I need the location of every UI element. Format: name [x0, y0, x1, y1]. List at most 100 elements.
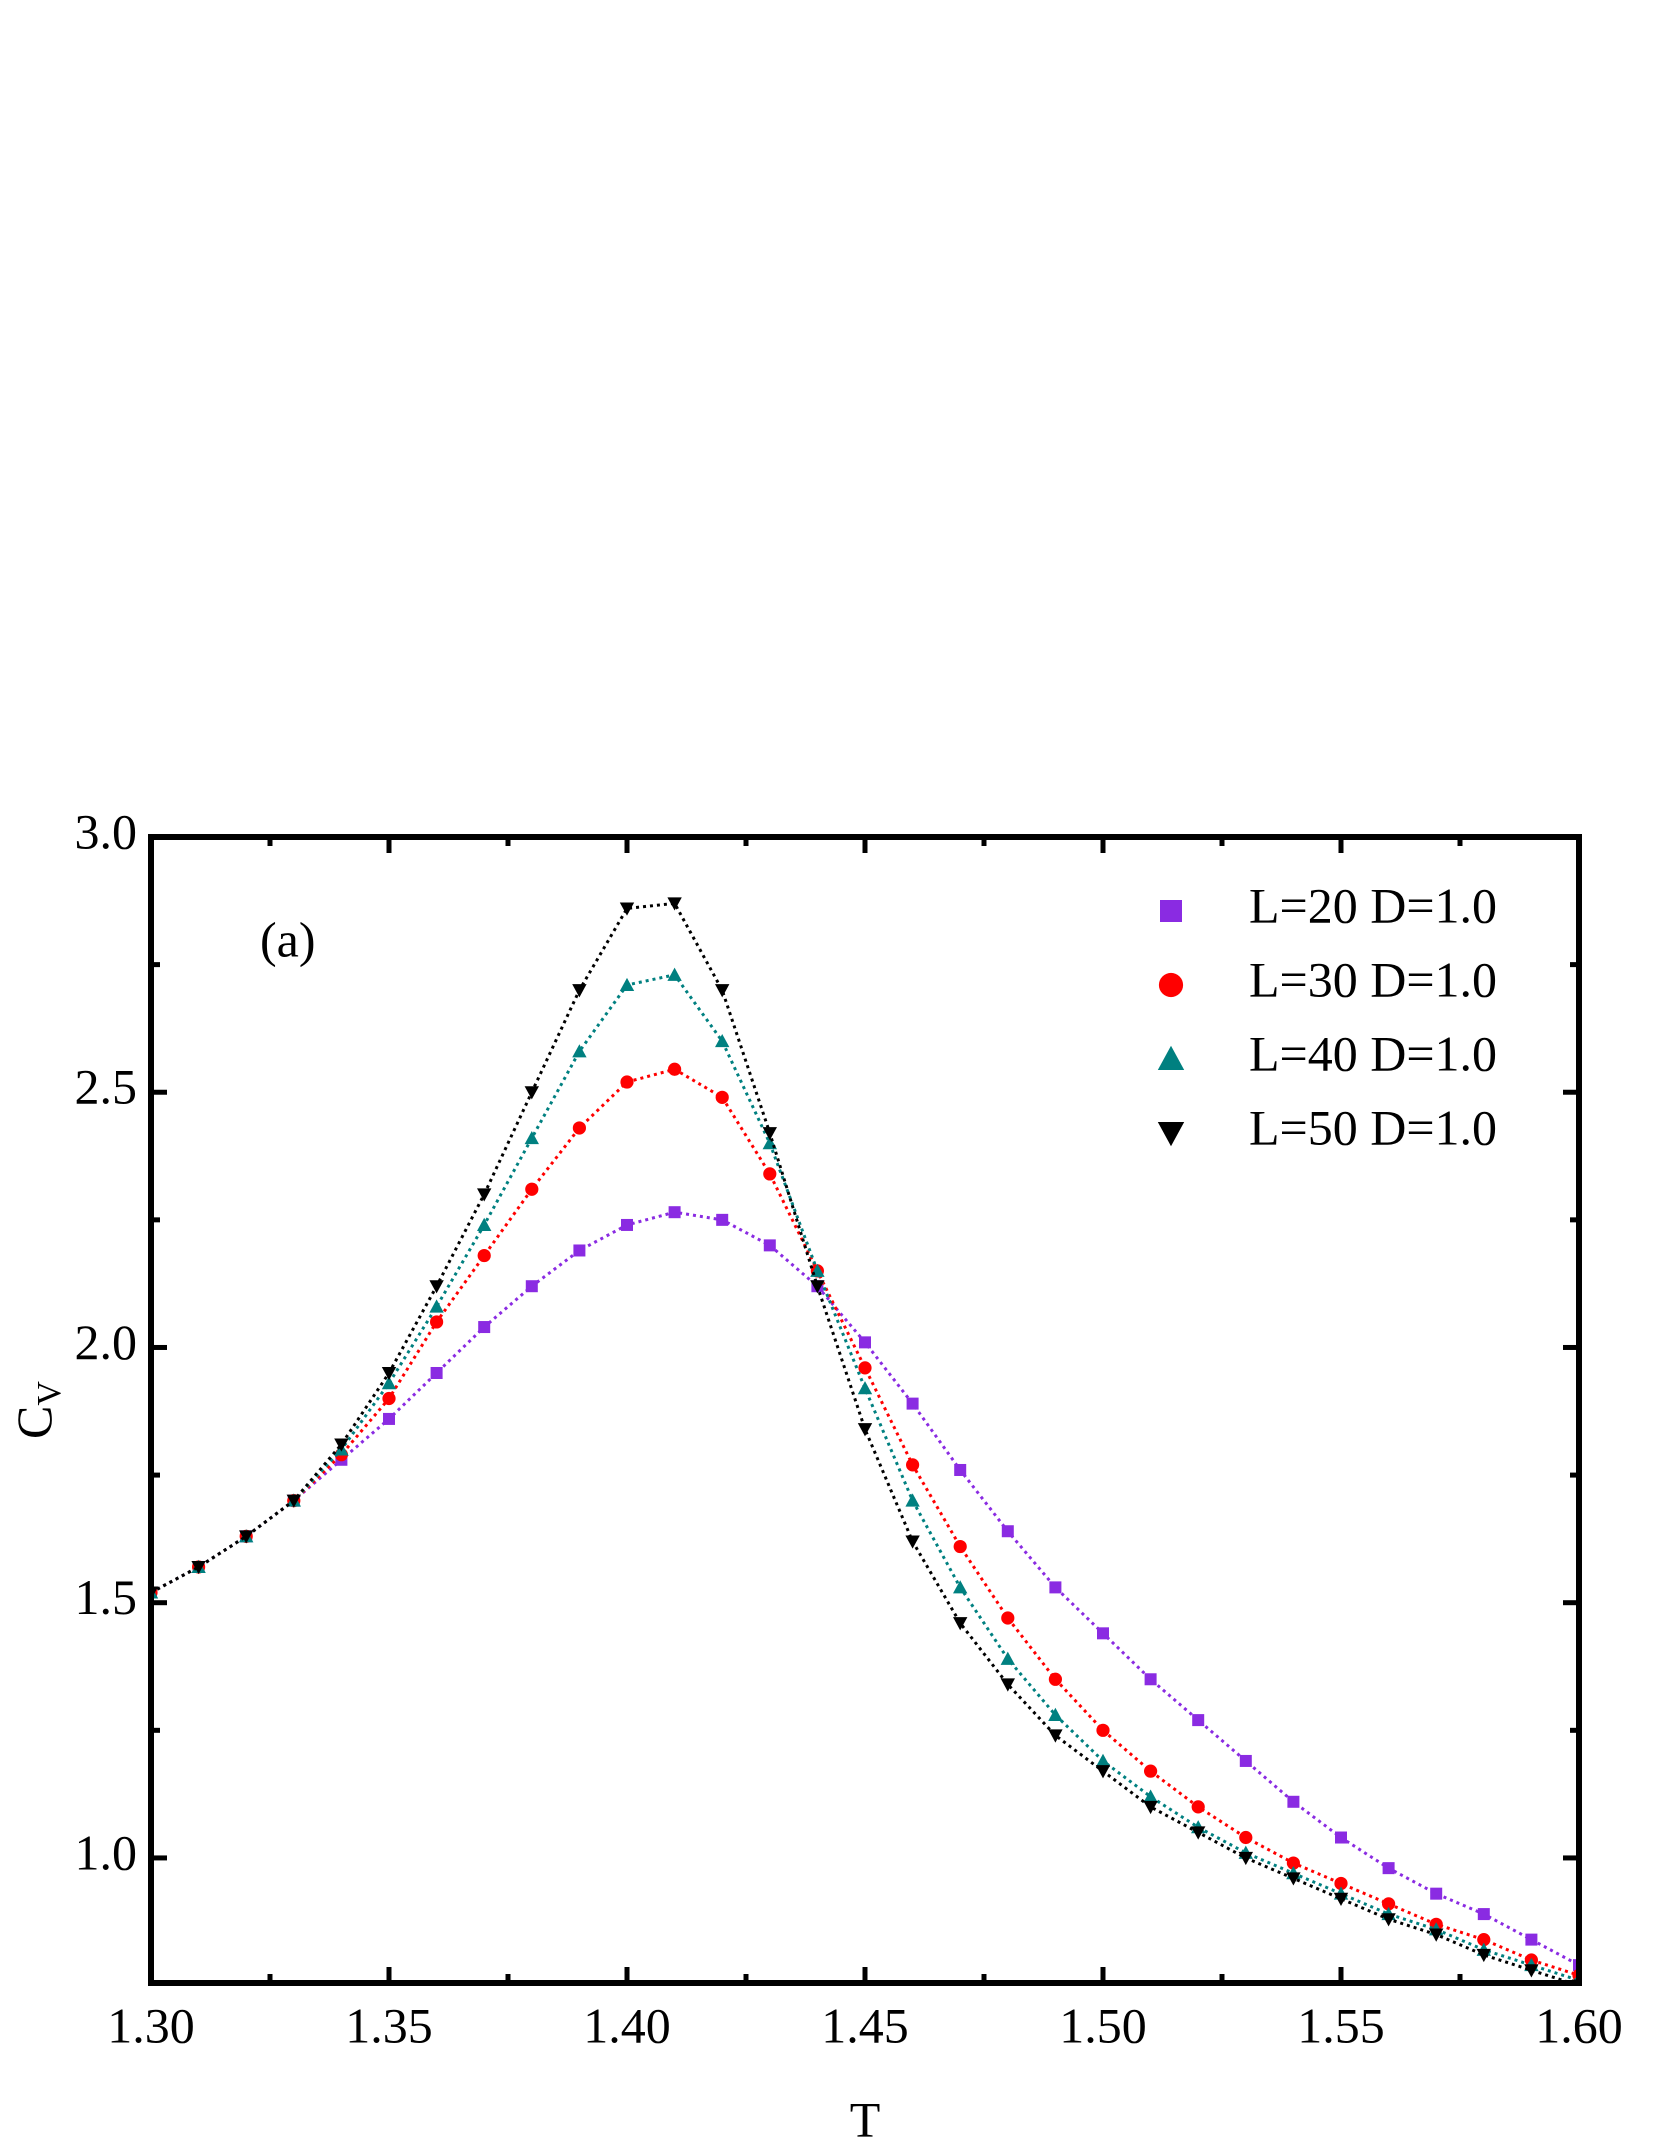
- data-point: [619, 902, 635, 916]
- y-tick-label: 1.5: [75, 1569, 138, 1625]
- data-point: [1477, 1908, 1490, 1921]
- data-point: [478, 1321, 491, 1334]
- y-tick-label: 3.0: [75, 803, 138, 859]
- series-line: [151, 1210, 1579, 1967]
- data-point: [239, 1530, 254, 1544]
- data-point: [667, 897, 682, 911]
- data-point: [477, 1248, 491, 1263]
- data-point: [334, 1438, 349, 1452]
- data-point: [1524, 1964, 1539, 1978]
- data-point: [1335, 1831, 1347, 1844]
- data-point: [716, 1213, 729, 1226]
- data-point: [906, 1397, 919, 1410]
- data-point: [1049, 1581, 1062, 1594]
- data-point: [1192, 1714, 1205, 1727]
- data-point: [191, 1560, 206, 1575]
- data-point: [1095, 1765, 1111, 1779]
- legend-label: L=50 D=1.0: [1249, 1099, 1497, 1155]
- y-tick-label: 2.5: [75, 1059, 138, 1115]
- data-point: [954, 1463, 967, 1476]
- data-point: [1000, 1651, 1015, 1665]
- x-tick-label: 1.40: [583, 1997, 671, 2053]
- data-point: [1095, 1753, 1111, 1767]
- x-axis-label: T: [850, 2091, 881, 2147]
- data-point: [668, 1062, 682, 1076]
- x-tick-label: 1.35: [345, 1997, 433, 2053]
- data-point: [1525, 1933, 1538, 1946]
- data-point: [382, 1391, 396, 1406]
- data-point: [572, 984, 587, 998]
- data-point: [1477, 1933, 1491, 1947]
- x-tick-label: 1.60: [1535, 1997, 1623, 2053]
- data-point: [905, 1493, 920, 1507]
- data-point: [1048, 1729, 1063, 1743]
- data-point: [430, 1315, 444, 1329]
- data-point: [1143, 1789, 1158, 1803]
- data-point: [1001, 1611, 1015, 1625]
- data-point: [1191, 1800, 1205, 1814]
- data-point: [524, 1130, 539, 1145]
- data-point: [905, 1535, 920, 1549]
- y-label-main: C: [6, 1406, 62, 1439]
- legend-marker: [1160, 900, 1182, 922]
- data-point: [1191, 1826, 1206, 1840]
- data-point: [715, 984, 730, 998]
- data-point: [858, 1361, 872, 1375]
- legend-label: L=40 D=1.0: [1249, 1025, 1497, 1081]
- series-line: [151, 1067, 1579, 1977]
- panel-label: (a): [260, 911, 316, 967]
- data-point: [715, 1090, 729, 1104]
- data-point: [429, 1299, 444, 1313]
- data-point: [763, 1167, 777, 1181]
- data-point: [525, 1182, 539, 1196]
- data-point: [1143, 1800, 1158, 1815]
- data-point: [1287, 1795, 1300, 1808]
- data-point: [1382, 1897, 1396, 1911]
- data-point: [667, 967, 682, 981]
- legend-marker: [1157, 1045, 1185, 1070]
- data-point: [715, 1033, 730, 1048]
- x-tick-label: 1.30: [107, 1997, 195, 2053]
- legend-marker: [1158, 972, 1184, 998]
- data-point: [953, 1580, 968, 1594]
- data-point: [1097, 1627, 1109, 1640]
- data-point: [1334, 1876, 1348, 1891]
- data-point: [524, 1086, 539, 1100]
- data-point: [477, 1217, 492, 1231]
- data-point: [1144, 1764, 1158, 1778]
- data-point: [953, 1539, 967, 1554]
- data-point: [1048, 1672, 1062, 1686]
- data-point: [430, 1366, 443, 1379]
- data-point: [1381, 1913, 1396, 1927]
- data-point: [429, 1280, 444, 1294]
- data-point: [857, 1381, 873, 1395]
- y-tick-label: 1.0: [75, 1824, 138, 1880]
- data-point: [525, 1280, 538, 1293]
- data-point: [763, 1239, 776, 1252]
- data-point: [953, 1617, 968, 1631]
- y-axis-label: CV: [6, 1381, 67, 1439]
- plot-frame: [148, 834, 1582, 1986]
- data-point: [810, 1280, 825, 1294]
- y-tick-label: 2.0: [75, 1314, 138, 1370]
- data-point: [381, 1376, 397, 1390]
- data-point: [1286, 1856, 1300, 1870]
- data-point: [859, 1336, 871, 1349]
- data-point: [1429, 1928, 1444, 1942]
- data-point: [1096, 1723, 1110, 1737]
- data-point: [1048, 1707, 1063, 1722]
- data-point: [1476, 1948, 1491, 1963]
- data-point: [1238, 1851, 1253, 1866]
- data-point: [286, 1494, 301, 1508]
- x-tick-label: 1.55: [1297, 1997, 1385, 2053]
- data-point: [573, 1244, 586, 1257]
- data-point: [572, 1121, 587, 1135]
- x-tick-label: 1.45: [821, 1997, 909, 2053]
- data-point: [1382, 1862, 1395, 1875]
- data-point: [1239, 1754, 1252, 1767]
- legend-label: L=30 D=1.0: [1249, 951, 1497, 1007]
- data-point: [1286, 1872, 1301, 1886]
- data-point: [668, 1206, 681, 1219]
- data-point: [1001, 1525, 1014, 1538]
